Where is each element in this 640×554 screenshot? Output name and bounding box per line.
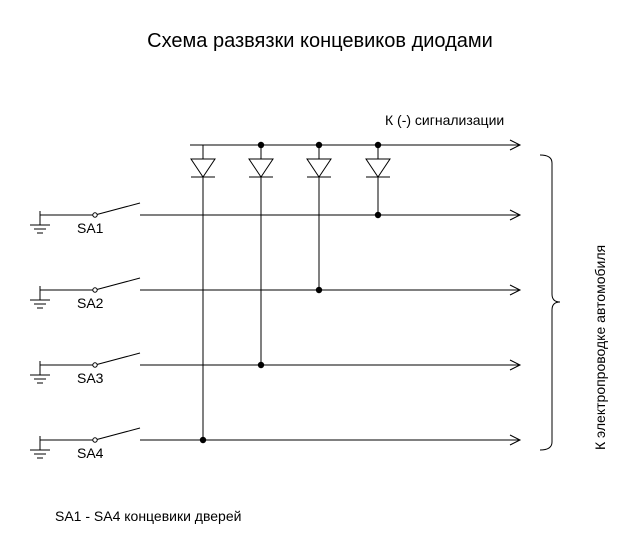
diagram-canvas: Схема развязки концевиков диодами К (-) … [0,0,640,554]
label-sa1: SA1 [77,220,104,236]
switch-pivot [93,288,97,292]
switch-pivot [93,363,97,367]
switch-pivot [93,438,97,442]
switch-arm [95,428,140,440]
switch-arm [95,203,140,215]
switch-arm [95,353,140,365]
label-sa2: SA2 [77,295,104,311]
diode-3-triangle [307,159,331,177]
label-sa4: SA4 [77,445,104,461]
brace [540,155,560,450]
switch-pivot [93,213,97,217]
label-sa3: SA3 [77,370,104,386]
diode-4-triangle [366,159,390,177]
diode-1-triangle [191,159,215,177]
switch-arm [95,278,140,290]
diode-2-triangle [249,159,273,177]
schematic-svg: SA1 SA2 SA3 SA4 [0,0,640,554]
